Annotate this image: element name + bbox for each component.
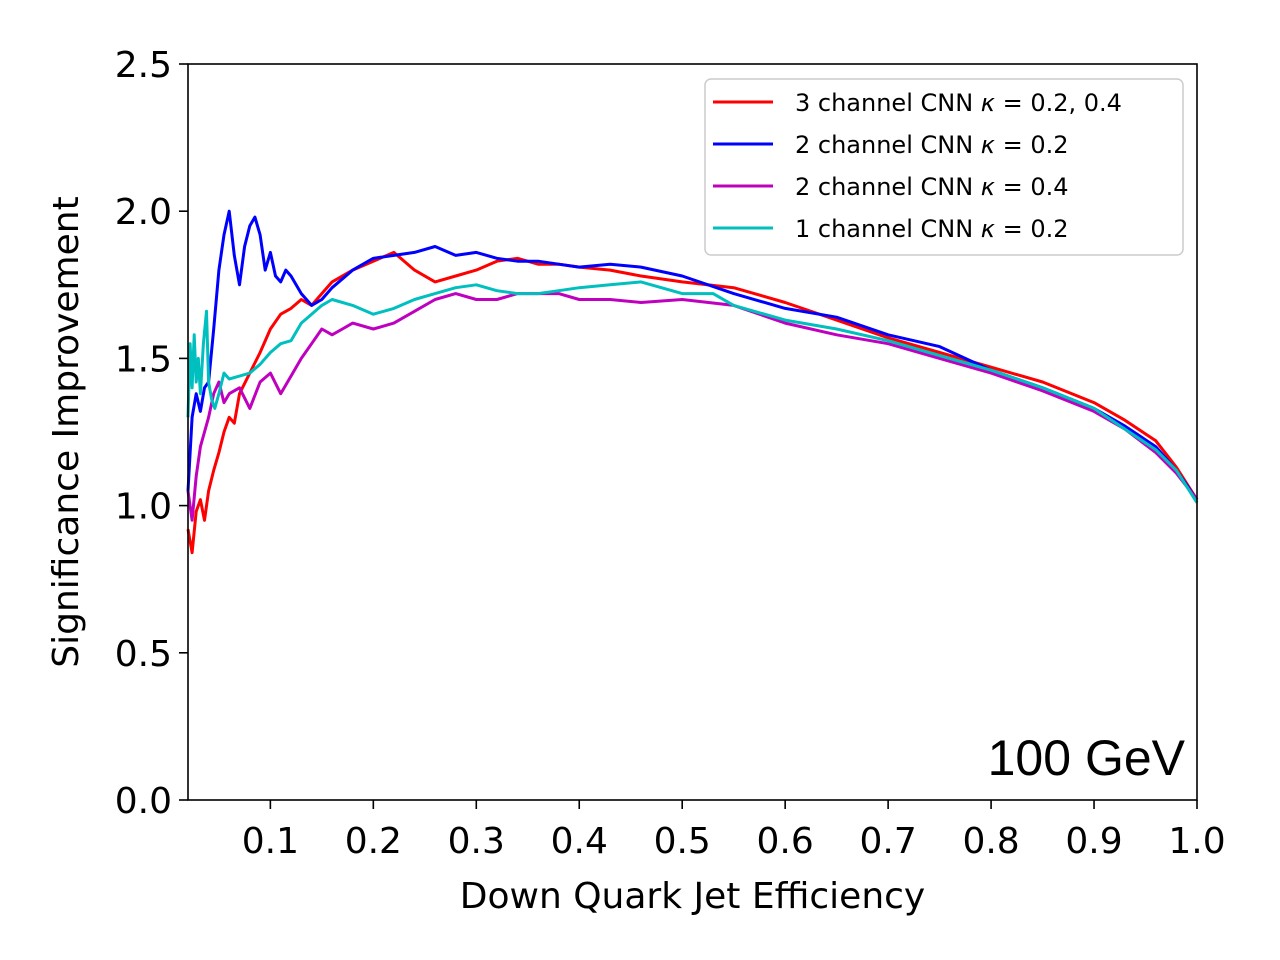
y-tick-label: 0.5 (115, 634, 172, 675)
legend-label-1: 3 channel CNN κ = 0.2, 0.4 (795, 89, 1122, 117)
y-axis-title: Significance Improvement (46, 196, 87, 667)
series-line-2 (186, 209, 1199, 501)
legend-box (704, 78, 1184, 256)
energy-annotation: 100 GeV (988, 730, 1186, 786)
series-line-3 (186, 292, 1199, 522)
plot-frame (187, 63, 1198, 801)
x-axis-title: Down Quark Jet Efficiency (460, 876, 926, 917)
legend-label-3: 2 channel CNN κ = 0.4 (795, 173, 1069, 201)
legend: 3 channel CNN κ = 0.2, 0.4 2 channel CNN … (704, 78, 1184, 256)
y-tick-label: 2.5 (115, 45, 172, 86)
series-line-1 (186, 250, 1199, 555)
x-tick-label: 0.7 (859, 821, 916, 862)
x-tick-label: 0.5 (654, 821, 711, 862)
x-tick-label: 0.1 (242, 821, 299, 862)
x-tick-label: 0.9 (1065, 821, 1122, 862)
series-layer (186, 209, 1199, 555)
series-line-4 (186, 280, 1199, 504)
x-tick-label: 1.0 (1168, 821, 1225, 862)
x-tick-label: 0.3 (448, 821, 505, 862)
y-tick-label: 1.0 (115, 487, 172, 528)
y-tick-label: 2.0 (115, 192, 172, 233)
x-tick-label: 0.2 (345, 821, 402, 862)
y-tick-label: 0.0 (115, 781, 172, 822)
x-tick-label: 0.8 (962, 821, 1019, 862)
x-tick-label: 0.6 (757, 821, 814, 862)
legend-label-4: 1 channel CNN κ = 0.2 (795, 215, 1069, 243)
legend-label-2: 2 channel CNN κ = 0.2 (795, 131, 1069, 159)
ticks-layer: 0.1 0.2 0.3 0.4 0.5 0.6 0.7 0.8 0.9 1.0 0.0 0.5 1.0 1… (115, 45, 1226, 862)
x-tick-label: 0.4 (551, 821, 608, 862)
y-tick-label: 1.5 (115, 339, 172, 380)
